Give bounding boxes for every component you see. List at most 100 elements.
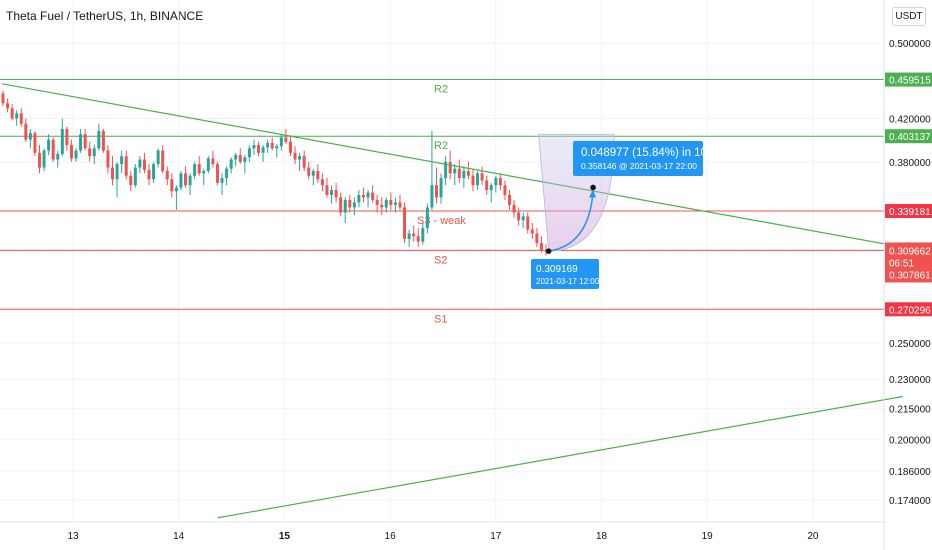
- time-tick-label: 13: [67, 531, 79, 542]
- candle: [407, 229, 411, 248]
- level-price-tag-text: 0.403137: [889, 132, 931, 143]
- candle: [243, 155, 247, 174]
- candle-body: [165, 171, 169, 180]
- candle: [298, 152, 302, 172]
- candle-body: [193, 164, 197, 176]
- candle: [275, 143, 279, 158]
- start-date-label: 2021-03-17 12:00: [536, 277, 600, 286]
- grid: [0, 0, 884, 522]
- level-price-tag: 0.403137: [885, 129, 932, 144]
- candle-body: [184, 173, 188, 186]
- candle: [393, 197, 397, 213]
- candle-body: [138, 159, 142, 168]
- price-tick-label: 0.500000: [889, 39, 931, 50]
- candle-body: [503, 185, 507, 195]
- candle: [311, 168, 315, 186]
- candle: [74, 148, 78, 162]
- currency-button[interactable]: USDT: [892, 7, 926, 26]
- candle: [92, 145, 96, 165]
- candle: [284, 128, 288, 144]
- start-info-box: 0.309169 2021-03-17 12:00: [531, 259, 600, 289]
- time-tick-label: 20: [807, 531, 819, 542]
- candle-body: [206, 158, 210, 172]
- candle: [10, 104, 14, 121]
- candle-body: [407, 233, 411, 239]
- candle: [279, 134, 283, 151]
- candle: [412, 225, 416, 242]
- candle-body: [188, 175, 192, 186]
- candle-body: [69, 145, 73, 159]
- candle-body: [60, 128, 64, 154]
- candle-body: [238, 155, 242, 162]
- candle-body: [266, 142, 270, 148]
- candle-body: [247, 148, 251, 158]
- end-point: [590, 184, 596, 191]
- countdown-text: 06:51: [889, 258, 914, 269]
- candle: [225, 166, 229, 186]
- candle: [539, 236, 543, 253]
- candle: [97, 123, 101, 151]
- candle-body: [352, 202, 356, 208]
- candle-body: [288, 141, 292, 153]
- candle-body: [539, 243, 543, 250]
- candle-body: [19, 113, 23, 124]
- time-tick-label: 15: [279, 531, 291, 542]
- candle-body: [430, 185, 434, 208]
- candle: [434, 167, 438, 204]
- candle: [293, 146, 297, 165]
- candle: [512, 199, 516, 218]
- candle: [398, 194, 402, 210]
- candle: [257, 141, 261, 157]
- candle: [156, 148, 160, 168]
- candle: [270, 137, 274, 151]
- candle: [220, 173, 224, 195]
- price-tick-label: 0.186000: [889, 467, 931, 478]
- candle: [138, 156, 142, 174]
- candle-body: [42, 150, 46, 168]
- time-tick-label: 18: [596, 531, 608, 542]
- candle: [266, 139, 270, 153]
- candle: [334, 182, 338, 203]
- time-tick-label: 17: [490, 531, 502, 542]
- candle: [15, 110, 19, 126]
- low-price-text: 0.307861: [889, 270, 931, 281]
- price-axis[interactable]: 0.500000 0.420000 0.380000 0.250000 0.230000…: [883, 0, 932, 550]
- time-tick-label: 14: [173, 531, 185, 542]
- current-price-bg: [885, 242, 932, 283]
- level-price-tag-text: 0.339181: [889, 207, 931, 218]
- candle-body: [530, 229, 534, 234]
- candle: [211, 150, 215, 168]
- candle-body: [284, 137, 288, 142]
- candle-body: [97, 131, 101, 149]
- candle-body: [225, 168, 229, 179]
- candle-body: [229, 159, 233, 169]
- candle-body: [416, 236, 420, 242]
- candle: [188, 173, 192, 195]
- candle-body: [512, 204, 516, 213]
- candle: [517, 207, 521, 226]
- time-tick-label: 16: [385, 531, 397, 542]
- candle: [343, 197, 347, 223]
- level-label: S2: [434, 254, 447, 266]
- candle: [229, 157, 233, 174]
- candle: [503, 180, 507, 200]
- candle: [330, 185, 334, 204]
- candle: [202, 168, 206, 186]
- time-axis[interactable]: 13 14 15 16 17 18 19 20: [0, 521, 884, 542]
- candle: [38, 145, 42, 174]
- candle: [111, 156, 115, 186]
- candle-body: [325, 185, 329, 195]
- candle-body: [517, 212, 521, 221]
- candle-body: [375, 199, 379, 205]
- level-price-tag: 0.339181: [885, 204, 932, 219]
- candle: [361, 187, 365, 203]
- candle: [471, 168, 475, 192]
- candle: [430, 131, 434, 210]
- candle-body: [179, 173, 183, 188]
- candle-body: [261, 147, 265, 153]
- candle: [252, 139, 256, 156]
- candle-body: [133, 167, 137, 186]
- candle: [129, 171, 133, 192]
